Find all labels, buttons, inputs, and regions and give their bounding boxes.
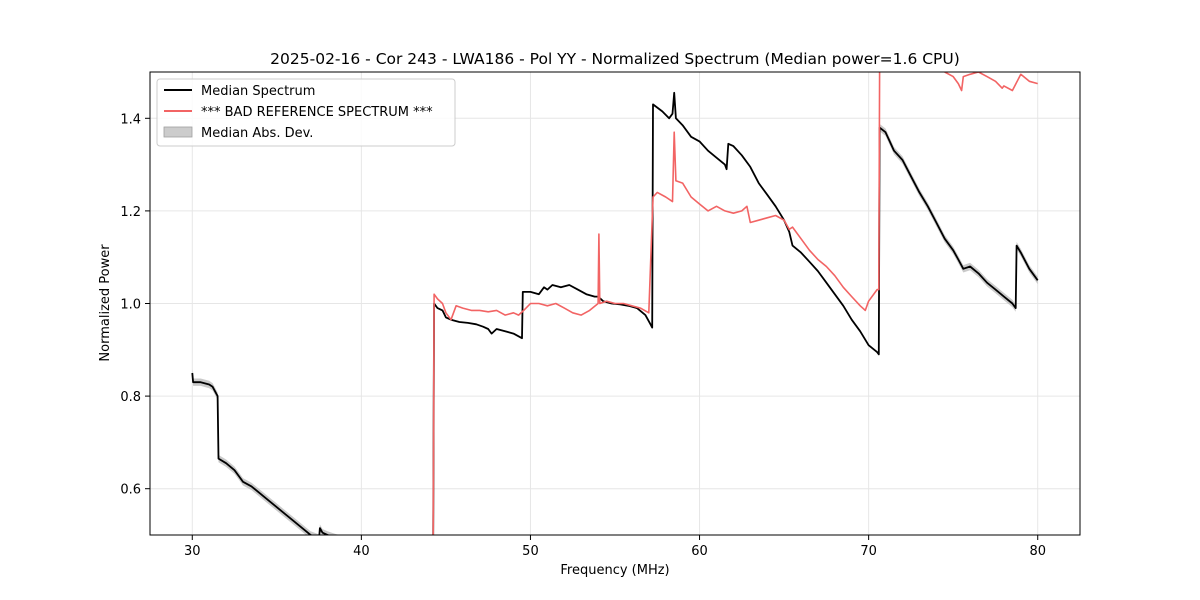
y-tick-label: 1.2 bbox=[120, 205, 141, 220]
legend: Median Spectrum *** BAD REFERENCE SPECTR… bbox=[156, 78, 456, 147]
x-tick-label: 80 bbox=[1029, 544, 1046, 559]
y-tick-label: 1.4 bbox=[120, 112, 141, 127]
legend-median-label: Median Spectrum bbox=[201, 84, 315, 99]
x-tick-label: 60 bbox=[691, 544, 708, 559]
legend-reference-label: *** BAD REFERENCE SPECTRUM *** bbox=[201, 105, 433, 120]
y-tick-label: 1.0 bbox=[120, 298, 141, 313]
x-tick-label: 40 bbox=[353, 544, 370, 559]
median-spectrum-line bbox=[191, 372, 331, 535]
y-axis-label: Normalized Power bbox=[98, 244, 113, 362]
axis-ticks: 30 40 50 60 70 80 0.6 0.8 1.0 1.2 1.4 bbox=[120, 112, 1046, 559]
chart-title: 2025-02-16 - Cor 243 - LWA186 - Pol YY -… bbox=[270, 50, 960, 68]
reference-spectrum-line bbox=[944, 72, 1038, 92]
y-tick-label: 0.6 bbox=[120, 483, 141, 498]
legend-box bbox=[156, 78, 456, 147]
x-axis-label: Frequency (MHz) bbox=[560, 563, 669, 578]
x-tick-label: 50 bbox=[522, 544, 539, 559]
x-tick-label: 30 bbox=[184, 544, 201, 559]
legend-mad-label: Median Abs. Dev. bbox=[201, 126, 313, 141]
mad-band bbox=[192, 369, 341, 535]
series-lines bbox=[191, 72, 1039, 535]
y-tick-label: 0.8 bbox=[120, 390, 141, 405]
median-spectrum-line bbox=[432, 91, 1039, 535]
x-tick-label: 70 bbox=[860, 544, 877, 559]
legend-mad-swatch bbox=[163, 126, 193, 138]
median-abs-dev-band bbox=[192, 123, 1038, 535]
reference-spectrum-line bbox=[432, 72, 881, 535]
